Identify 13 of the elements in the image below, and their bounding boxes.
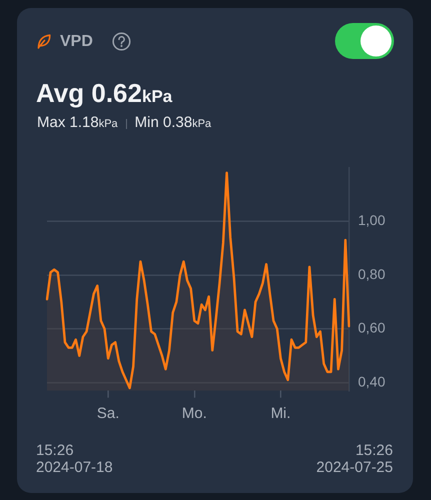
- text: 15:26 2024-07-18: [36, 442, 113, 476]
- y-tick-label: 0,60: [358, 320, 386, 336]
- text: Min 0.38kPa: [134, 114, 212, 133]
- chart-subtitle: Avg 0.62kPa: [36, 78, 172, 110]
- y-tick-label: 1,00: [358, 212, 386, 228]
- text: 15:26 2024-07-25: [316, 442, 393, 476]
- x-tick-label: Mi.: [270, 404, 291, 422]
- x-tick-label: Mo.: [182, 404, 207, 422]
- y-tick-label: 0,80: [358, 266, 386, 282]
- y-tick-label: 0,40: [358, 373, 386, 390]
- chart-title: VPD: [60, 33, 93, 51]
- text: Max 1.18kPa: [37, 114, 118, 133]
- x-tick-label: Sa.: [96, 404, 120, 422]
